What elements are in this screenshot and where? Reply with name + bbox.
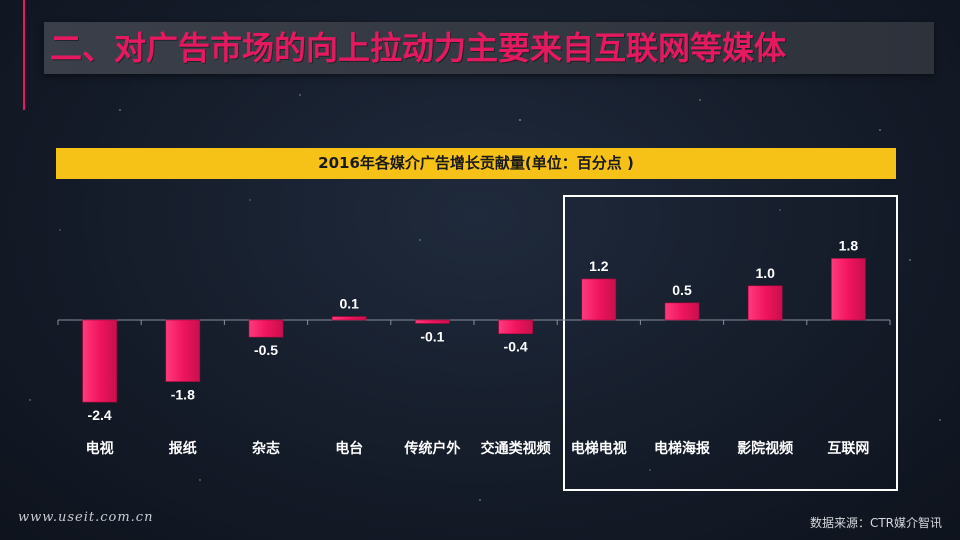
- data-label: 0.5: [672, 282, 692, 298]
- data-label: 1.2: [589, 258, 609, 274]
- chart-title-band: 2016年各媒介广告增长贡献量(单位：百分点 ): [56, 148, 896, 179]
- data-label: 1.8: [839, 237, 859, 253]
- highlight-box: [563, 195, 898, 491]
- bar-影院视频: [747, 285, 783, 321]
- bar-电视: [82, 319, 117, 403]
- data-label: 1.0: [755, 265, 775, 281]
- data-label: 0.1: [339, 296, 359, 312]
- bar-电梯海报: [664, 302, 700, 321]
- bar-互联网: [831, 258, 866, 321]
- category-label: 电梯海报: [654, 440, 710, 457]
- website-watermark: www.useit.com.cn: [18, 510, 154, 525]
- category-label: 杂志: [252, 440, 280, 457]
- category-label: 影院视频: [737, 440, 793, 457]
- category-label: 电视: [86, 440, 114, 457]
- category-label: 传统户外: [403, 440, 460, 457]
- bar-电梯电视: [581, 278, 617, 321]
- title-bar: 二、对广告市场的向上拉动力主要来自互联网等媒体: [44, 22, 934, 74]
- bar-电台: [331, 316, 367, 321]
- bar-交通类视频: [498, 319, 533, 334]
- category-label: 交通类视频: [481, 440, 551, 457]
- bar-报纸: [165, 319, 201, 382]
- data-source: 数据来源：CTR媒介智讯: [809, 516, 942, 530]
- accent-line: [23, 0, 25, 110]
- data-label: -0.5: [254, 342, 278, 358]
- category-label: 电台: [335, 440, 363, 457]
- data-label: -2.4: [88, 407, 112, 423]
- bar-杂志: [248, 319, 284, 338]
- data-label: -0.4: [504, 339, 528, 355]
- page-title: 二、对广告市场的向上拉动力主要来自互联网等媒体: [50, 29, 787, 67]
- data-label: -1.8: [171, 387, 195, 403]
- category-label: 报纸: [169, 440, 197, 457]
- category-label: 电梯电视: [571, 440, 627, 457]
- bar-传统户外: [415, 319, 450, 324]
- chart-title: 2016年各媒介广告增长贡献量(单位：百分点 ): [318, 154, 634, 172]
- category-label: 互联网: [827, 441, 869, 457]
- data-label: -0.1: [420, 328, 444, 344]
